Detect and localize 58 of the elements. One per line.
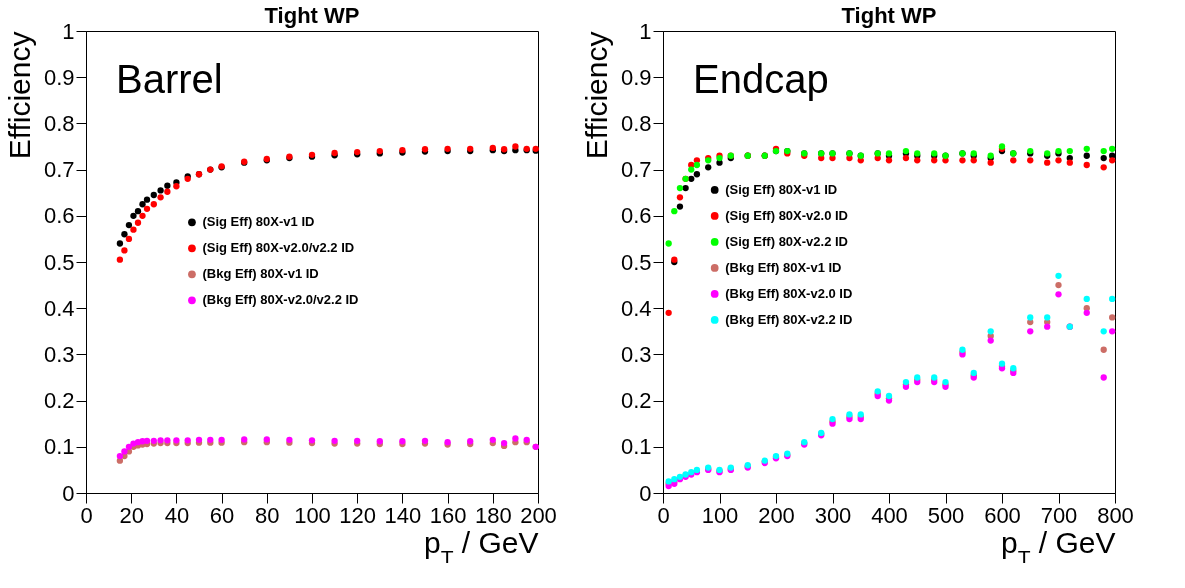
y-tick-label: 0.3: [43, 341, 75, 367]
legend-label: (Bkg Eff) 80X-v1 ID: [725, 259, 842, 275]
legend-label: (Bkg Eff) 80X-v2.0/v2.2 ID: [202, 292, 359, 308]
y-tick-label: 0.6: [43, 203, 75, 229]
y-tick-label: 0.4: [620, 295, 652, 321]
legend-label: (Sig Eff) 80X-v2.0/v2.2 ID: [202, 240, 355, 256]
x-tick-label: 120: [339, 502, 377, 528]
y-tick-label: 0.1: [620, 434, 652, 460]
x-tick-label: 100: [701, 502, 739, 528]
legend-label: (Sig Eff) 80X-v1 ID: [725, 181, 838, 197]
y-tick-label: 0.7: [620, 157, 652, 183]
y-axis-title: Efficiency: [579, 31, 613, 160]
y-tick-label: 1: [639, 18, 652, 44]
legend-label: (Bkg Eff) 80X-v1 ID: [202, 266, 319, 282]
legend-label: (Bkg Eff) 80X-v2.2 ID: [725, 311, 853, 327]
x-tick-label: 160: [429, 502, 467, 528]
x-tick-label: 200: [520, 502, 557, 528]
y-tick-label: 0.2: [43, 388, 75, 414]
y-tick-label: 0.9: [620, 64, 652, 90]
y-tick-label: 1: [62, 18, 75, 44]
legend-label: (Sig Eff) 80X-v2.2 ID: [725, 233, 849, 249]
x-tick-label: 80: [255, 502, 280, 528]
annotation: Barrel: [116, 57, 223, 101]
x-tick-label: 0: [80, 502, 93, 528]
x-tick-label: 200: [758, 502, 795, 528]
x-tick-label: 40: [164, 502, 190, 528]
annotation: Endcap: [693, 57, 829, 101]
x-tick-label: 400: [871, 502, 908, 528]
x-tick-label: 100: [294, 502, 331, 528]
y-tick-label: 0.1: [43, 434, 75, 460]
y-tick-label: 0: [639, 480, 652, 506]
x-tick-label: 60: [209, 502, 235, 528]
y-tick-label: 0: [62, 480, 75, 506]
x-tick-label: 600: [984, 502, 1021, 528]
legend-label: (Sig Eff) 80X-v1 ID: [202, 214, 315, 230]
legend-label: (Bkg Eff) 80X-v2.0 ID: [725, 285, 853, 301]
y-tick-label: 0.8: [620, 110, 652, 136]
y-tick-label: 0.3: [620, 341, 652, 367]
x-tick-label: 800: [1097, 502, 1134, 528]
x-tick-label: 500: [927, 502, 965, 528]
x-tick-label: 140: [384, 502, 422, 528]
y-tick-label: 0.5: [43, 249, 75, 275]
y-tick-label: 0.5: [620, 249, 652, 275]
y-tick-label: 0.2: [620, 388, 652, 414]
y-tick-label: 0.6: [620, 203, 652, 229]
x-tick-label: 180: [474, 502, 512, 528]
legend-label: (Sig Eff) 80X-v2.0 ID: [725, 207, 849, 223]
y-tick-label: 0.7: [43, 157, 75, 183]
y-axis-title: Efficiency: [2, 31, 36, 160]
x-tick-label: 300: [814, 502, 852, 528]
x-tick-label: 0: [657, 502, 670, 528]
chart-title: Tight WP: [264, 3, 360, 28]
chart-title: Tight WP: [841, 3, 937, 28]
y-tick-label: 0.4: [43, 295, 75, 321]
y-tick-label: 0.8: [43, 110, 75, 136]
x-tick-label: 20: [119, 502, 144, 528]
y-tick-label: 0.9: [43, 64, 75, 90]
x-tick-label: 700: [1040, 502, 1078, 528]
